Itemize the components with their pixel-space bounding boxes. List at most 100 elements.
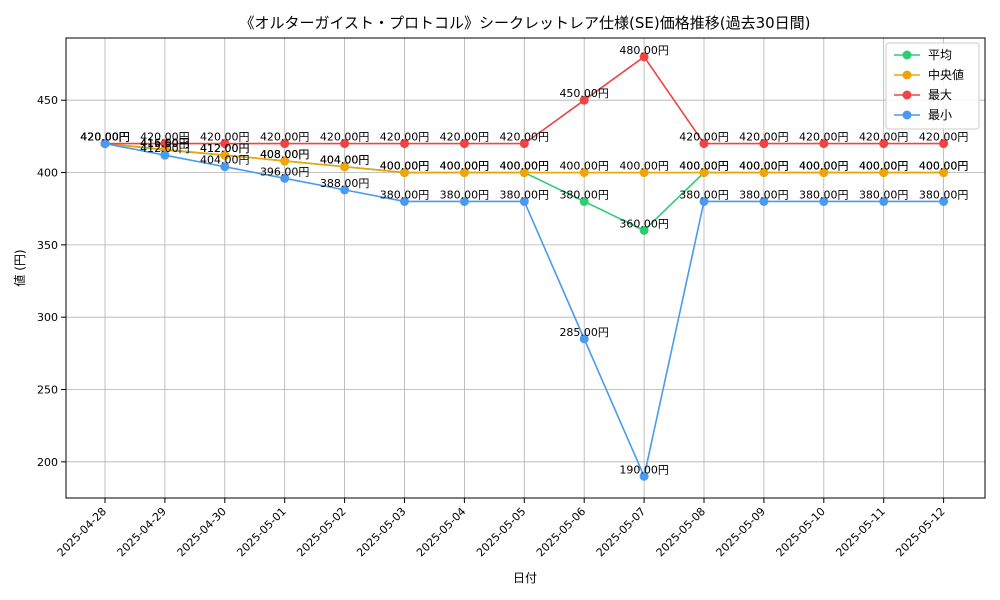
y-tick-label: 200	[37, 456, 58, 469]
data-label: 380.00円	[500, 188, 550, 201]
data-point	[939, 139, 949, 149]
data-point	[400, 196, 409, 206]
data-point	[759, 196, 769, 206]
x-tick-label: 2025-05-11	[833, 505, 887, 559]
data-label: 408.00円	[260, 148, 310, 161]
data-label: 400.00円	[799, 160, 849, 173]
data-point	[280, 139, 290, 149]
data-point	[340, 139, 350, 149]
data-point	[459, 168, 469, 178]
data-point	[879, 168, 889, 178]
data-label: 400.00円	[739, 160, 789, 173]
data-label: 420.00円	[859, 131, 909, 144]
data-point	[519, 139, 529, 149]
data-point	[579, 95, 589, 105]
data-point	[759, 139, 769, 149]
data-label: 285.00円	[559, 326, 609, 339]
data-label: 400.00円	[739, 160, 789, 173]
data-label: 450.00円	[559, 87, 609, 100]
data-label: 420.00円	[80, 131, 130, 144]
data-label: 420.00円	[679, 131, 729, 144]
data-label: 380.00円	[559, 188, 609, 201]
data-label: 400.00円	[380, 160, 430, 173]
data-label: 380.00円	[799, 188, 849, 201]
data-point	[639, 168, 649, 178]
x-tick-label: 2025-05-07	[594, 505, 648, 559]
data-label: 400.00円	[919, 160, 969, 173]
legend-entry: 中央値	[928, 67, 964, 82]
x-tick-label: 2025-05-05	[474, 505, 528, 559]
plot-frame	[65, 37, 986, 499]
data-point	[819, 168, 829, 178]
chart-title: 《オルターガイスト・プロトコル》シークレットレア仕様(SE)価格推移(過去30日…	[239, 14, 810, 32]
data-point	[340, 185, 350, 195]
x-tick-label: 2025-04-29	[115, 505, 169, 559]
data-point	[579, 196, 589, 206]
data-label: 480.00円	[619, 44, 669, 57]
x-tick-label: 2025-05-10	[774, 505, 828, 559]
data-point	[699, 196, 709, 206]
x-tick-label: 2025-05-08	[654, 505, 708, 559]
data-label: 420.00円	[80, 131, 130, 144]
data-label: 420.00円	[739, 131, 789, 144]
data-point	[280, 156, 290, 166]
data-point	[879, 139, 889, 149]
data-label: 400.00円	[859, 160, 909, 173]
data-point	[160, 150, 170, 160]
data-label: 404.00円	[200, 154, 250, 167]
legend-entry: 平均	[928, 48, 952, 62]
data-point	[519, 168, 529, 178]
data-point	[939, 196, 949, 206]
legend-swatch-marker	[902, 50, 912, 60]
data-point	[519, 196, 529, 206]
grid-lines	[66, 38, 985, 498]
data-point	[220, 139, 230, 149]
legend-swatch-marker	[902, 90, 912, 100]
data-point	[400, 139, 409, 149]
data-point	[160, 139, 170, 149]
data-point	[819, 196, 829, 206]
data-point	[639, 225, 649, 235]
data-point	[400, 168, 409, 178]
data-label: 420.00円	[320, 131, 370, 144]
data-label: 360.00円	[619, 217, 669, 230]
data-label: 420.00円	[80, 131, 130, 144]
data-label: 420.00円	[140, 131, 190, 144]
data-label: 400.00円	[679, 160, 729, 173]
data-label: 400.00円	[440, 160, 490, 173]
series-layer	[100, 52, 949, 481]
x-tick-label: 2025-05-02	[294, 505, 348, 559]
x-tick-label: 2025-05-03	[354, 505, 408, 559]
data-point	[759, 168, 769, 178]
data-point	[220, 150, 230, 160]
data-label: 416.00円	[140, 136, 190, 149]
data-label: 408.00円	[260, 148, 310, 161]
data-label: 412.00円	[140, 142, 190, 155]
data-point	[340, 162, 350, 172]
data-point	[100, 139, 110, 149]
data-label: 404.00円	[320, 154, 370, 167]
x-tick-label: 2025-05-01	[234, 505, 288, 559]
x-tick-label: 2025-04-30	[175, 505, 229, 559]
x-axis-label: 日付	[513, 571, 537, 585]
y-tick-label: 450	[37, 94, 58, 107]
data-label: 420.00円	[380, 131, 430, 144]
data-point	[579, 334, 589, 344]
data-label: 380.00円	[739, 188, 789, 201]
data-point	[639, 52, 649, 62]
data-labels: 420.00円 415.60円 412.00円 408.00円 404.00円 400.0…	[80, 44, 968, 476]
data-label: 380.00円	[919, 188, 969, 201]
data-label: 190.00円	[619, 463, 669, 476]
data-label: 400.00円	[619, 160, 669, 173]
data-point	[459, 139, 469, 149]
data-label: 396.00円	[260, 165, 310, 178]
data-label: 380.00円	[679, 188, 729, 201]
data-label: 420.00円	[500, 131, 550, 144]
x-tick-label: 2025-04-28	[55, 505, 109, 559]
y-tick-label: 400	[37, 167, 58, 180]
data-point	[939, 168, 949, 178]
x-tick-label: 2025-05-12	[893, 505, 947, 559]
y-axis-label: 値 (円)	[12, 249, 27, 286]
legend-swatch-marker	[902, 70, 912, 80]
